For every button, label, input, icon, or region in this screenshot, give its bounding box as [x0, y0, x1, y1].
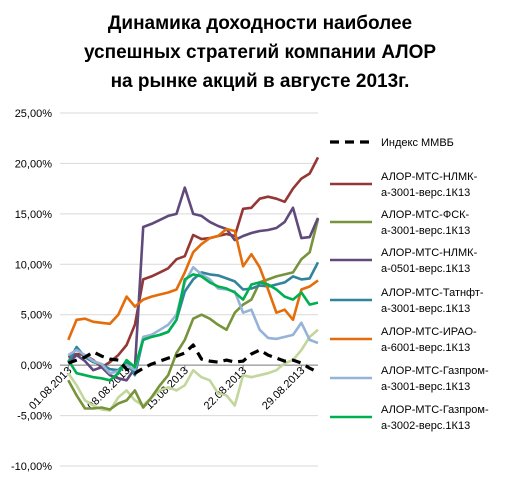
legend-label-4: АЛОР-МТС-Татнфт-а-3001-верс.1К13 [381, 287, 484, 315]
y-tick-label: -5,00% [17, 411, 52, 423]
series-line-7 [67, 273, 319, 382]
x-tick-label: 29.08.2013 [260, 365, 307, 412]
y-axis: -10,00% -5,00% 0,00% 5,00% 10,00% 15,00% 20,00… [11, 108, 52, 473]
chart-title: Динамика доходности наиболее успешных ст… [84, 13, 436, 92]
series-line-3 [67, 186, 320, 382]
legend-label-2: АЛОР-МТС-ФСК-а-3001-верс.1К13 [381, 209, 470, 237]
legend-label-7: АЛОР-МТС-Газпром-а-3002-верс.1К13 [381, 404, 489, 432]
gridlines [60, 112, 318, 467]
y-tick-label: -10,00% [11, 461, 52, 473]
series-line-4 [67, 261, 320, 377]
legend-label-0: Индекс ММВБ [381, 137, 454, 149]
legend-label-3: АЛОР-МТС-НЛМК-а-0501-верс.1К13 [381, 247, 478, 275]
series-line-2 [67, 218, 320, 411]
y-tick-label: 15,00% [15, 209, 53, 221]
chart-title-line-3: на рынке акций в августе 2013г. [111, 71, 410, 92]
y-tick-label: 20,00% [15, 158, 53, 170]
series-line-5 [67, 227, 319, 341]
legend-label-5: АЛОР-МТС-ИРАО-а-6001-верс.1К13 [381, 326, 477, 354]
legend-label-6: АЛОР-МТС-Газпром-а-3001-верс.1К13 [381, 365, 489, 393]
series-line-6 [67, 265, 319, 375]
y-tick-label: 10,00% [15, 259, 53, 271]
y-tick-label: 5,00% [21, 310, 52, 322]
chart-title-line-1: Динамика доходности наиболее [108, 13, 412, 34]
series-line-1 [67, 156, 320, 369]
y-tick-label: 0,00% [21, 360, 52, 372]
series-lines [67, 156, 320, 412]
x-tick-label: 22.08.2013 [202, 365, 249, 412]
series-line-0 [67, 343, 319, 375]
legend: Индекс ММВБ АЛОР-МТС-НЛМК-а-3001-верс.1К1… [330, 137, 489, 432]
y-tick-label: 25,00% [15, 108, 53, 120]
legend-label-1: АЛОР-МТС-НЛМК-а-3001-верс.1К13 [381, 171, 478, 199]
chart-title-line-2: успешных стратегий компании АЛОР [84, 42, 436, 63]
